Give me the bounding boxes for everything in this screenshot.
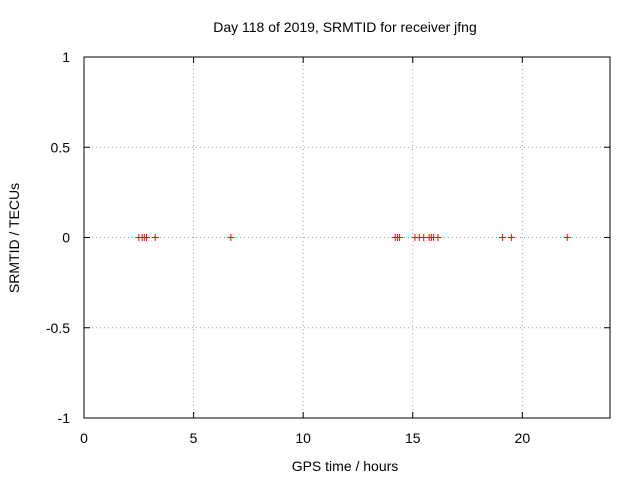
y-tick-label: 0 [62, 230, 70, 246]
data-point [227, 234, 235, 241]
x-tick-label: 5 [190, 430, 198, 446]
data-point [142, 234, 150, 241]
y-tick-label: -1 [58, 410, 71, 426]
data-point [396, 234, 404, 241]
x-axis-label: GPS time / hours [292, 458, 399, 474]
chart-title: Day 118 of 2019, SRMTID for receiver jfn… [213, 19, 477, 35]
axis-ticks [83, 56, 610, 419]
x-tick-label: 15 [405, 430, 421, 446]
data-point [434, 234, 442, 241]
y-axis-label: SRMTID / TECUs [6, 183, 22, 293]
x-tick-label: 10 [295, 430, 311, 446]
data-point [563, 234, 571, 241]
y-tick-label: 1 [62, 49, 70, 65]
y-tick-label: 0.5 [51, 139, 71, 155]
x-tick-label: 20 [515, 430, 531, 446]
y-tick-label: -0.5 [46, 320, 70, 336]
data-point [499, 234, 507, 241]
data-point [507, 234, 515, 241]
x-tick-label: 0 [80, 430, 88, 446]
data-points [135, 234, 571, 241]
tick-labels: 0 5 10 15 20 -1 -0.5 0 0.5 1 [46, 49, 530, 446]
data-point [151, 234, 159, 241]
